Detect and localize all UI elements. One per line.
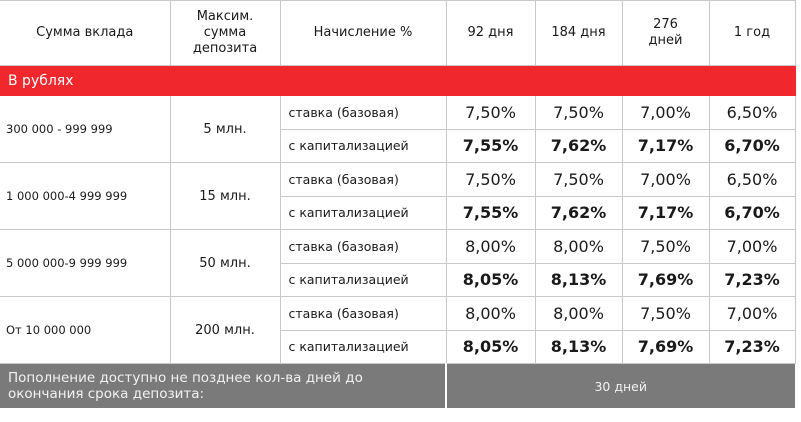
table-row: 300 000 - 999 999 5 млн. ставка (базовая… <box>0 95 796 163</box>
cap-rate-cell: 7,23% <box>708 262 796 297</box>
rate-cell: 8,00% <box>445 296 536 331</box>
rate-cell: 8,00% <box>445 229 536 264</box>
table-row: с капитализацией 7,55% 7,62% 7,17% 6,70% <box>0 128 796 163</box>
table-row: От 10 000 000 200 млн. ставка (базовая) … <box>0 296 796 364</box>
cap-rate-cell: 8,13% <box>534 262 623 297</box>
cap-rate-cell: 8,13% <box>534 329 623 364</box>
cap-rate-cell: 7,55% <box>445 195 536 230</box>
header-term-184: 184 дня <box>534 0 623 66</box>
header-row: Сумма вклада Максим. сумма депозита Начи… <box>0 0 796 66</box>
replenishment-note: Пополнение доступно не позднее кол-ва дн… <box>0 363 447 409</box>
max-deposit-cell: 200 млн. <box>169 296 281 364</box>
accrual-base-label: ставка (базовая) <box>279 95 447 130</box>
cap-rate-cell: 7,55% <box>445 128 536 163</box>
max-deposit-cell: 5 млн. <box>169 95 281 163</box>
section-row-rubles: В рублях <box>0 65 796 96</box>
table-row: 1 000 000-4 999 999 15 млн. ставка (базо… <box>0 162 796 230</box>
section-label: В рублях <box>0 65 796 96</box>
replenishment-days: 30 дней <box>445 363 796 409</box>
rate-cell: 7,00% <box>708 229 796 264</box>
rate-cell: 6,50% <box>708 95 796 130</box>
max-deposit-cell: 50 млн. <box>169 229 281 297</box>
accrual-cap-label: с капитализацией <box>279 128 447 163</box>
footer-row: Пополнение доступно не позднее кол-ва дн… <box>0 363 796 409</box>
cap-rate-cell: 8,05% <box>445 262 536 297</box>
rate-cell: 7,50% <box>534 95 623 130</box>
accrual-base-label: ставка (базовая) <box>279 162 447 197</box>
rate-cell: 7,00% <box>708 296 796 331</box>
rate-cell: 7,00% <box>621 162 710 197</box>
rate-cell: 8,00% <box>534 296 623 331</box>
cap-rate-cell: 7,23% <box>708 329 796 364</box>
amount-cell: 300 000 - 999 999 <box>0 95 171 163</box>
deposit-rates-table: Сумма вклада Максим. сумма депозита Начи… <box>0 0 796 409</box>
cap-rate-cell: 7,62% <box>534 195 623 230</box>
cap-rate-cell: 7,69% <box>621 262 710 297</box>
accrual-base-label: ставка (базовая) <box>279 296 447 331</box>
header-accrual: Начисление % <box>279 0 447 66</box>
accrual-base-label: ставка (базовая) <box>279 229 447 264</box>
amount-cell: От 10 000 000 <box>0 296 171 364</box>
cap-rate-cell: 7,62% <box>534 128 623 163</box>
rate-cell: 6,50% <box>708 162 796 197</box>
table-row: с капитализацией 8,05% 8,13% 7,69% 7,23% <box>0 329 796 364</box>
header-term-1-year: 1 год <box>708 0 796 66</box>
accrual-cap-label: с капитализацией <box>279 195 447 230</box>
cap-rate-cell: 8,05% <box>445 329 536 364</box>
accrual-cap-label: с капитализацией <box>279 262 447 297</box>
header-max-deposit: Максим. сумма депозита <box>169 0 281 66</box>
rate-cell: 7,00% <box>621 95 710 130</box>
cap-rate-cell: 6,70% <box>708 195 796 230</box>
rate-cell: 7,50% <box>621 296 710 331</box>
amount-cell: 5 000 000-9 999 999 <box>0 229 171 297</box>
table-row: 5 000 000-9 999 999 50 млн. ставка (базо… <box>0 229 796 297</box>
header-amount: Сумма вклада <box>0 0 171 66</box>
rate-cell: 7,50% <box>445 162 536 197</box>
cap-rate-cell: 6,70% <box>708 128 796 163</box>
cap-rate-cell: 7,17% <box>621 195 710 230</box>
rate-cell: 7,50% <box>621 229 710 264</box>
table-row: с капитализацией 8,05% 8,13% 7,69% 7,23% <box>0 262 796 297</box>
max-deposit-cell: 15 млн. <box>169 162 281 230</box>
rate-cell: 8,00% <box>534 229 623 264</box>
rate-cell: 7,50% <box>445 95 536 130</box>
amount-cell: 1 000 000-4 999 999 <box>0 162 171 230</box>
header-term-276: 276 дней <box>621 0 710 66</box>
rate-cell: 7,50% <box>534 162 623 197</box>
header-term-92: 92 дня <box>445 0 536 66</box>
cap-rate-cell: 7,69% <box>621 329 710 364</box>
cap-rate-cell: 7,17% <box>621 128 710 163</box>
table-row: с капитализацией 7,55% 7,62% 7,17% 6,70% <box>0 195 796 230</box>
accrual-cap-label: с капитализацией <box>279 329 447 364</box>
